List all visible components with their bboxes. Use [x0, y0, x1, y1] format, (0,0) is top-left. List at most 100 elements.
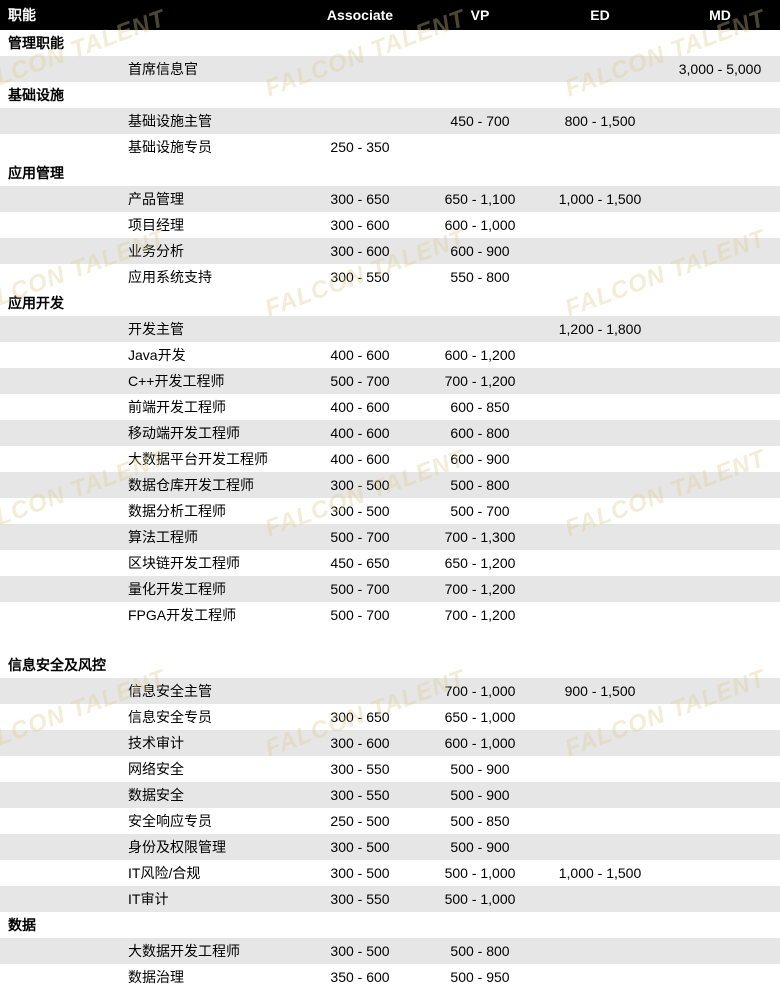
cell-md: [660, 368, 780, 394]
cell-ed: [540, 56, 660, 82]
cell-role: 首席信息官: [120, 56, 300, 82]
cell-associate: 300 - 650: [300, 704, 420, 730]
section-header: 应用开发: [0, 290, 780, 316]
cell-md: [660, 964, 780, 990]
cell-associate: 250 - 500: [300, 808, 420, 834]
cell-md: [660, 808, 780, 834]
cell-blank: [0, 576, 120, 602]
cell-associate: 300 - 600: [300, 730, 420, 756]
cell-vp: 500 - 900: [420, 756, 540, 782]
cell-blank: [0, 368, 120, 394]
cell-associate: 250 - 350: [300, 134, 420, 160]
cell-blank: [0, 472, 120, 498]
cell-associate: 300 - 500: [300, 834, 420, 860]
cell-ed: 1,200 - 1,800: [540, 316, 660, 342]
cell-ed: [540, 576, 660, 602]
cell-blank: [0, 316, 120, 342]
cell-role: 算法工程师: [120, 524, 300, 550]
cell-blank: [0, 964, 120, 990]
cell-role: 基础设施专员: [120, 134, 300, 160]
cell-associate: 300 - 600: [300, 238, 420, 264]
cell-md: [660, 782, 780, 808]
table-row: 数据仓库开发工程师300 - 500500 - 800: [0, 472, 780, 498]
cell-associate: 500 - 700: [300, 602, 420, 628]
cell-role: 区块链开发工程师: [120, 550, 300, 576]
cell-md: [660, 524, 780, 550]
cell-blank: [0, 394, 120, 420]
cell-blank: [0, 678, 120, 704]
table-row: FPGA开发工程师500 - 700700 - 1,200: [0, 602, 780, 628]
cell-ed: [540, 964, 660, 990]
cell-vp: 600 - 1,200: [420, 342, 540, 368]
table-row: 身份及权限管理300 - 500500 - 900: [0, 834, 780, 860]
cell-vp: 500 - 900: [420, 782, 540, 808]
cell-vp: 700 - 1,200: [420, 576, 540, 602]
cell-md: [660, 238, 780, 264]
section-title: 信息安全及风控: [0, 652, 780, 678]
cell-ed: 800 - 1,500: [540, 108, 660, 134]
cell-md: [660, 602, 780, 628]
section-header: 信息安全及风控: [0, 652, 780, 678]
cell-md: [660, 756, 780, 782]
cell-blank: [0, 524, 120, 550]
cell-md: [660, 212, 780, 238]
cell-blank: [0, 134, 120, 160]
cell-vp: 650 - 1,100: [420, 186, 540, 212]
cell-md: [660, 420, 780, 446]
cell-role: 基础设施主管: [120, 108, 300, 134]
cell-ed: 1,000 - 1,500: [540, 186, 660, 212]
cell-ed: [540, 264, 660, 290]
cell-vp: 650 - 1,200: [420, 550, 540, 576]
cell-vp: [420, 316, 540, 342]
cell-ed: 900 - 1,500: [540, 678, 660, 704]
col-vp: VP: [420, 0, 540, 30]
cell-vp: 600 - 1,000: [420, 212, 540, 238]
table-body: 管理职能首席信息官 3,000 - 5,000基础设施基础设施主管 450 - 70…: [0, 30, 780, 990]
cell-vp: 500 - 1,000: [420, 860, 540, 886]
table-row: C++开发工程师500 - 700700 - 1,200: [0, 368, 780, 394]
cell-associate: 300 - 500: [300, 472, 420, 498]
cell-ed: [540, 524, 660, 550]
cell-role: 数据治理: [120, 964, 300, 990]
cell-associate: 300 - 650: [300, 186, 420, 212]
table-row: 区块链开发工程师450 - 650650 - 1,200: [0, 550, 780, 576]
cell-role: 网络安全: [120, 756, 300, 782]
cell-blank: [0, 704, 120, 730]
cell-ed: [540, 886, 660, 912]
cell-md: [660, 730, 780, 756]
cell-vp: 600 - 850: [420, 394, 540, 420]
cell-associate: 500 - 700: [300, 576, 420, 602]
table-row: 大数据平台开发工程师400 - 600600 - 900: [0, 446, 780, 472]
table-row: 量化开发工程师500 - 700700 - 1,200: [0, 576, 780, 602]
cell-md: 3,000 - 5,000: [660, 56, 780, 82]
cell-vp: 500 - 850: [420, 808, 540, 834]
col-md: MD: [660, 0, 780, 30]
col-ed: ED: [540, 0, 660, 30]
cell-md: [660, 834, 780, 860]
cell-role: IT风险/合规: [120, 860, 300, 886]
cell-associate: 300 - 550: [300, 886, 420, 912]
cell-ed: [540, 498, 660, 524]
cell-associate: 400 - 600: [300, 394, 420, 420]
cell-ed: [540, 394, 660, 420]
cell-blank: [0, 238, 120, 264]
cell-role: 项目经理: [120, 212, 300, 238]
section-header: 管理职能: [0, 30, 780, 56]
cell-vp: 600 - 800: [420, 420, 540, 446]
cell-associate: 400 - 600: [300, 446, 420, 472]
cell-vp: 450 - 700: [420, 108, 540, 134]
cell-blank: [0, 730, 120, 756]
cell-blank: [0, 420, 120, 446]
section-header: 基础设施: [0, 82, 780, 108]
cell-role: 大数据开发工程师: [120, 938, 300, 964]
cell-blank: [0, 264, 120, 290]
table-row: 数据分析工程师300 - 500500 - 700: [0, 498, 780, 524]
cell-blank: [0, 108, 120, 134]
cell-blank: [0, 56, 120, 82]
cell-md: [660, 394, 780, 420]
cell-vp: 650 - 1,000: [420, 704, 540, 730]
section-title: 数据: [0, 912, 780, 938]
cell-vp: 700 - 1,200: [420, 368, 540, 394]
cell-associate: [300, 316, 420, 342]
cell-role: 安全响应专员: [120, 808, 300, 834]
